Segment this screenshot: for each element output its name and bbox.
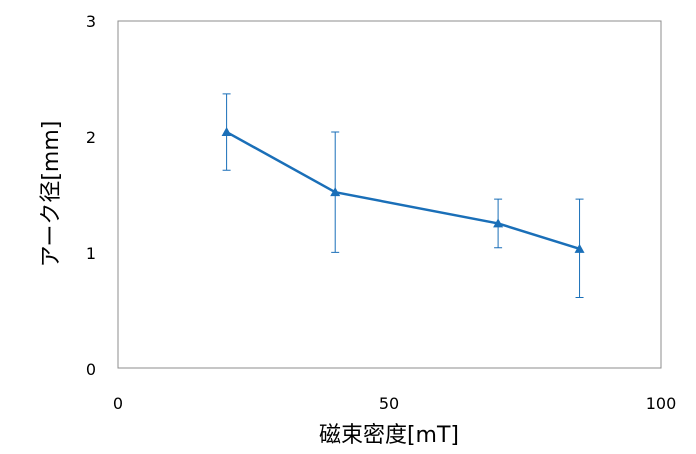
y-tick-label: 3	[86, 12, 96, 31]
y-tick-label: 2	[86, 128, 96, 147]
data-point-marker	[493, 218, 504, 228]
plot-area	[117, 20, 662, 369]
x-tick-label: 50	[379, 394, 399, 413]
x-axis-ticks: 0 50 100	[113, 394, 676, 413]
y-axis-ticks: 0 1 2 3	[86, 12, 96, 379]
y-tick-label: 1	[86, 244, 96, 263]
data-point-marker	[221, 127, 232, 137]
x-tick-label: 100	[646, 394, 677, 413]
data-point-marker	[574, 243, 585, 253]
x-axis-title: 磁束密度[mT]	[319, 423, 459, 448]
y-tick-label: 0	[86, 360, 96, 379]
x-tick-label: 0	[113, 394, 123, 413]
y-axis-title: アーク径[mm]	[39, 121, 64, 268]
series-line	[225, 130, 580, 251]
data-point-marker	[330, 187, 341, 197]
series-layer	[221, 93, 585, 298]
